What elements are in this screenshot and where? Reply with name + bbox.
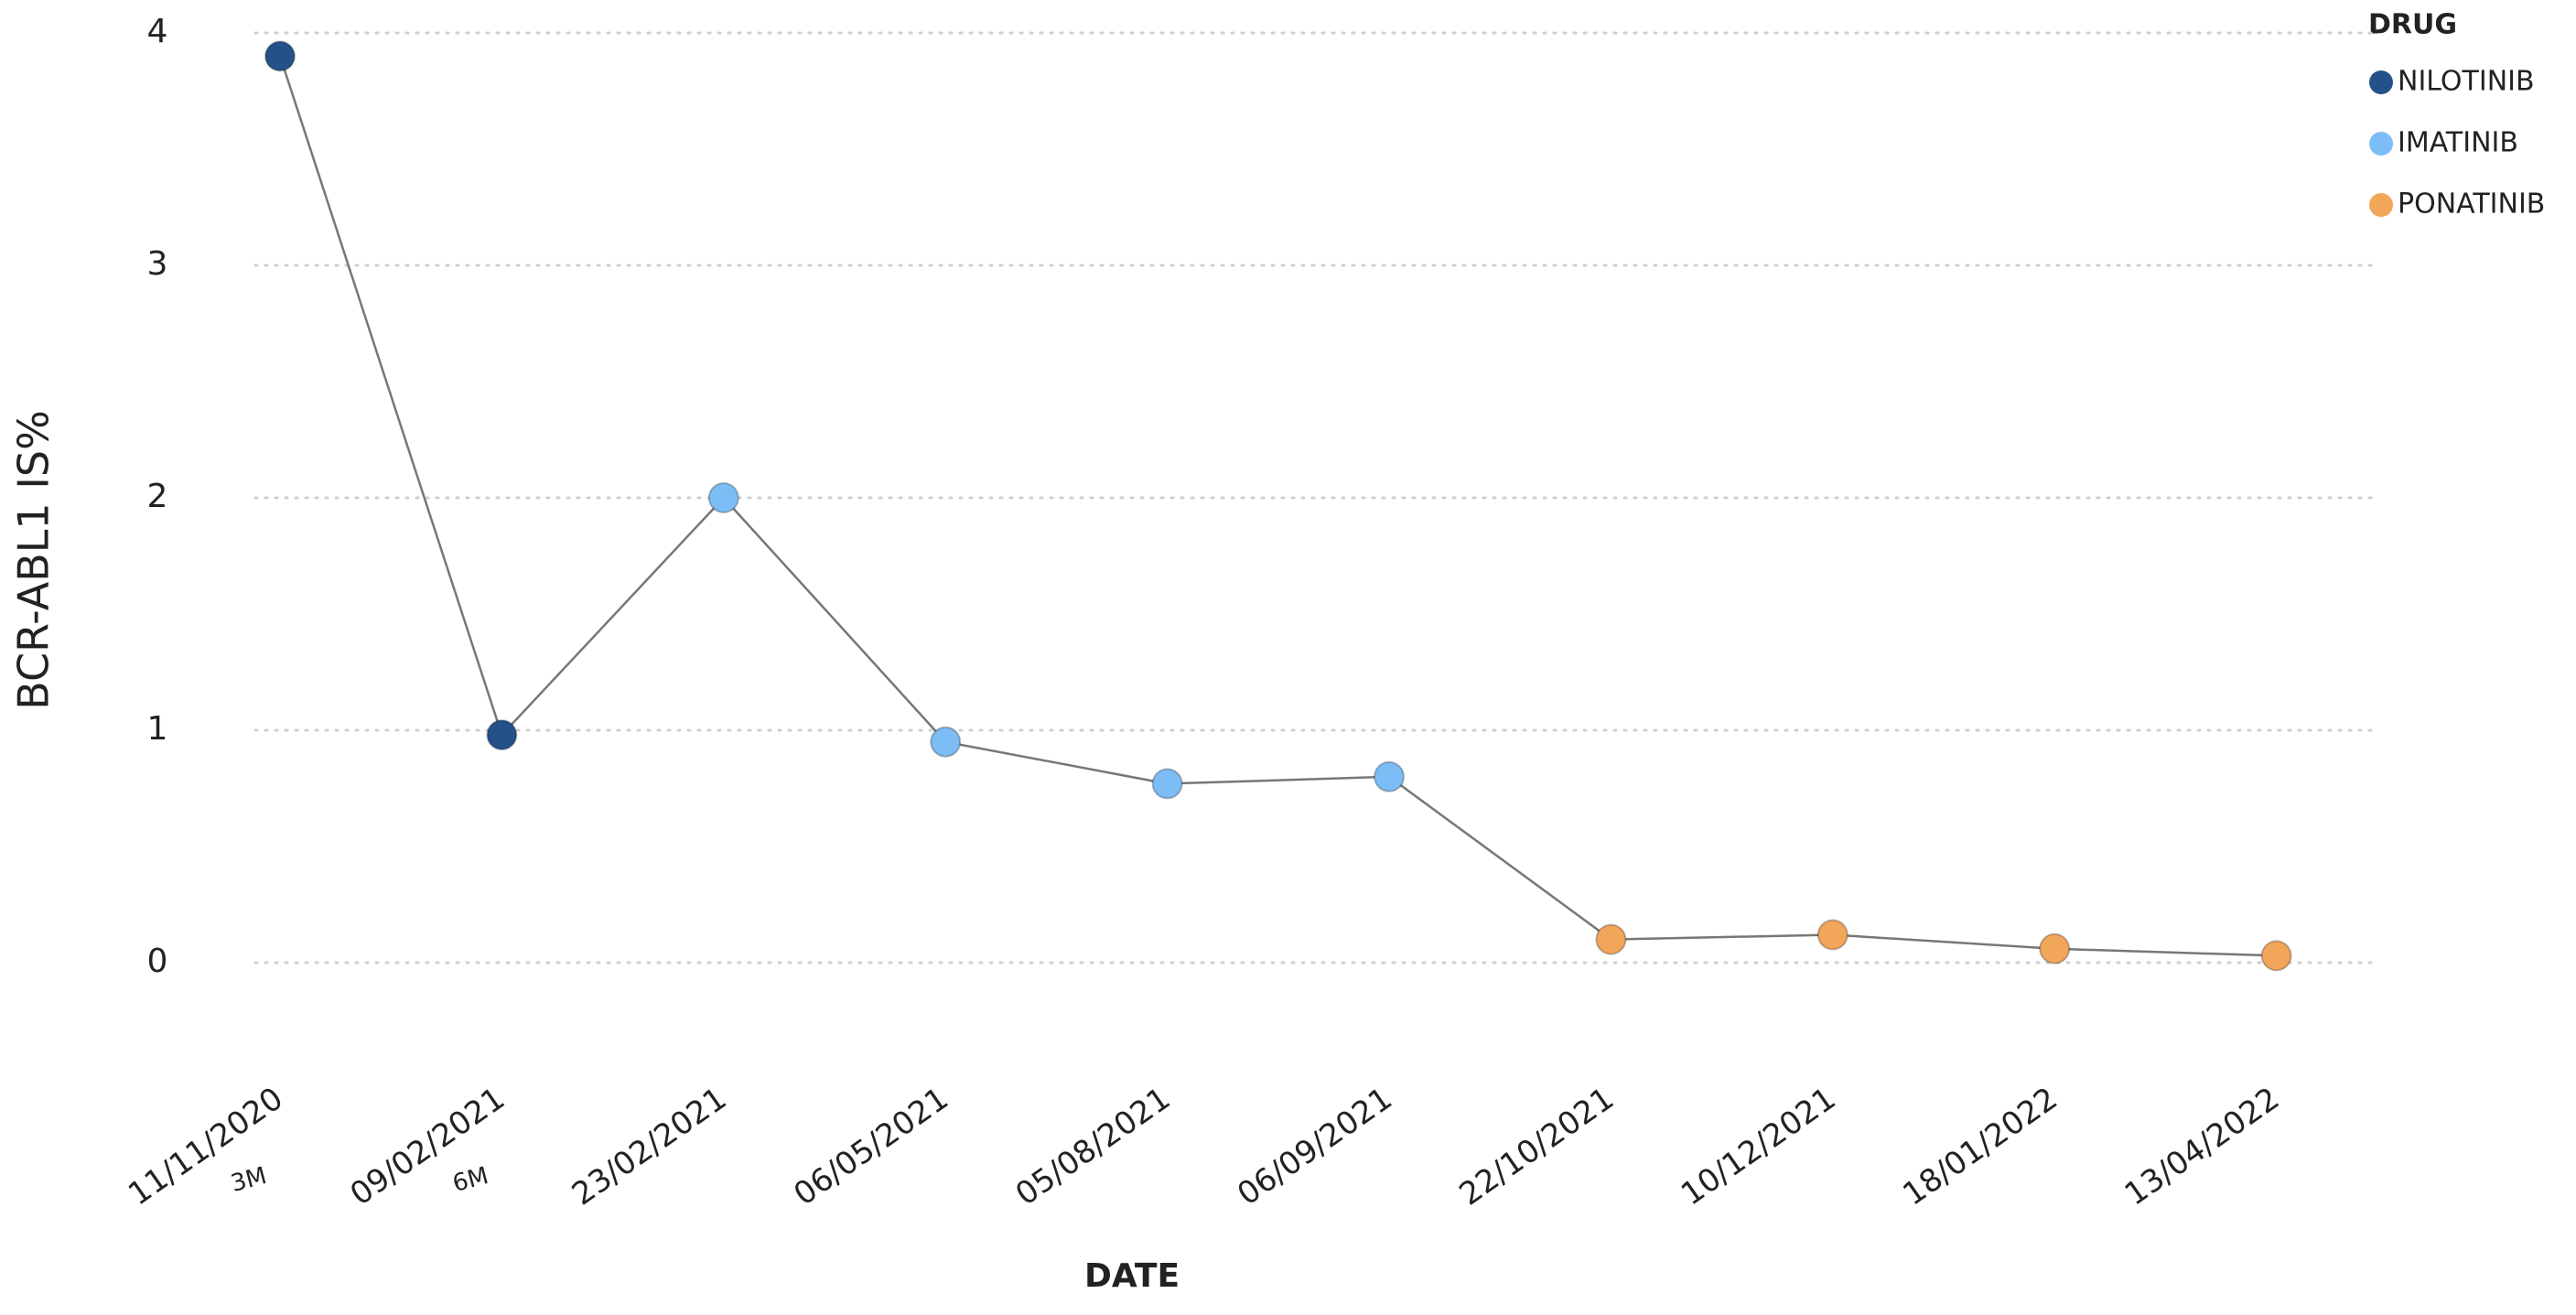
x-tick-label: 23/02/2021 <box>566 1080 733 1213</box>
legend-label: PONATINIB <box>2398 189 2545 221</box>
legend-marker <box>2369 70 2393 94</box>
data-point <box>1816 919 1848 951</box>
x-tick-label: 22/10/2021 <box>1453 1080 1621 1213</box>
data-point <box>264 40 296 72</box>
y-axis-title: BCR-ABL1 IS% <box>9 410 59 710</box>
data-point <box>2260 940 2292 972</box>
data-point <box>1151 768 1183 800</box>
data-line <box>278 56 2277 957</box>
y-tick-label: 1 <box>147 710 168 748</box>
legend-title: DRUG <box>2368 9 2457 41</box>
x-tick-label: 06/05/2021 <box>787 1080 954 1213</box>
legend-marker <box>2369 132 2393 156</box>
data-point <box>486 719 518 751</box>
x-tick-label: 10/12/2021 <box>1675 1080 1842 1213</box>
x-tick-label: 13/04/2022 <box>2118 1080 2286 1213</box>
data-point <box>930 726 962 758</box>
legend-label: IMATINIB <box>2398 127 2518 159</box>
x-tick-label: 06/09/2021 <box>1231 1080 1398 1213</box>
data-point <box>707 482 739 513</box>
y-tick-label: 4 <box>147 13 168 50</box>
legend-marker <box>2369 193 2393 217</box>
x-tick-label: 09/02/2021 <box>344 1080 512 1213</box>
x-tick-label: 05/08/2021 <box>1009 1080 1177 1213</box>
legend-label: NILOTINIB <box>2398 66 2535 98</box>
x-tick-sublabel: 6M <box>450 1162 491 1198</box>
x-tick-sublabel: 3M <box>228 1162 269 1198</box>
y-tick-label: 3 <box>147 245 168 283</box>
x-tick-label: 18/01/2022 <box>1896 1080 2064 1213</box>
x-tick-label: 11/11/2020 <box>122 1080 289 1213</box>
x-axis-title: DATE <box>1084 1257 1180 1295</box>
data-point <box>1595 923 1627 955</box>
data-point <box>1374 760 1405 792</box>
data-point <box>2039 932 2071 965</box>
y-tick-label: 0 <box>147 943 168 980</box>
y-tick-label: 2 <box>147 478 168 515</box>
